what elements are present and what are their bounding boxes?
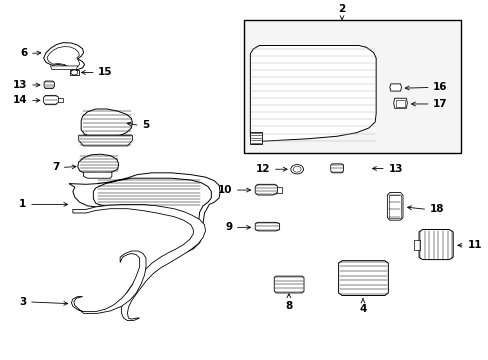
Polygon shape (330, 164, 343, 173)
Polygon shape (73, 204, 205, 320)
Polygon shape (255, 184, 277, 195)
Bar (70, 69, 79, 75)
Polygon shape (43, 95, 59, 105)
Polygon shape (338, 261, 387, 296)
Text: 4: 4 (359, 304, 366, 314)
Polygon shape (83, 172, 112, 178)
Polygon shape (50, 66, 78, 69)
Text: 8: 8 (285, 301, 292, 311)
Bar (58, 98, 63, 102)
Polygon shape (274, 276, 304, 293)
Text: 17: 17 (432, 99, 447, 109)
Polygon shape (78, 154, 119, 174)
Circle shape (293, 166, 301, 172)
Text: 1: 1 (19, 199, 26, 210)
Bar (276, 187, 281, 193)
Polygon shape (255, 222, 279, 231)
Polygon shape (43, 42, 84, 69)
Text: 5: 5 (142, 121, 149, 130)
Text: 13: 13 (13, 80, 27, 90)
Text: 7: 7 (52, 162, 59, 172)
Text: 15: 15 (98, 67, 113, 77)
Text: 3: 3 (19, 297, 26, 307)
Polygon shape (386, 193, 402, 220)
Polygon shape (250, 132, 261, 144)
Circle shape (71, 70, 78, 75)
Polygon shape (250, 45, 375, 144)
Text: 6: 6 (20, 48, 27, 58)
Bar (244, 21, 461, 153)
Polygon shape (79, 135, 132, 146)
Polygon shape (44, 81, 54, 89)
Bar (388, 195, 400, 218)
Text: 14: 14 (13, 95, 27, 105)
Polygon shape (418, 229, 452, 260)
Text: 2: 2 (338, 4, 345, 14)
Text: 13: 13 (387, 163, 402, 174)
Polygon shape (81, 109, 132, 138)
Text: 18: 18 (429, 204, 444, 215)
Bar (395, 100, 405, 107)
Bar (413, 240, 419, 250)
Polygon shape (69, 173, 220, 255)
Text: 12: 12 (255, 164, 270, 174)
Polygon shape (71, 251, 146, 314)
Text: 10: 10 (217, 185, 232, 195)
Text: 16: 16 (432, 82, 447, 93)
Polygon shape (389, 84, 401, 91)
Polygon shape (393, 98, 407, 108)
Text: 9: 9 (225, 222, 232, 232)
Circle shape (290, 165, 303, 174)
Polygon shape (47, 46, 80, 68)
Text: 11: 11 (467, 240, 481, 250)
